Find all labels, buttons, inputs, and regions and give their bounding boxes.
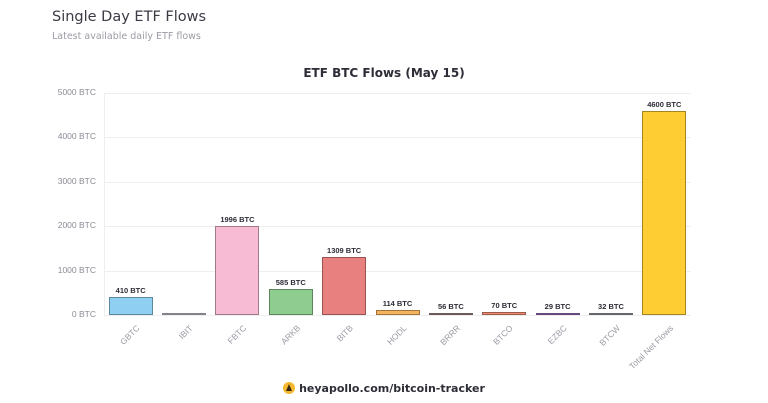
gridline xyxy=(104,226,691,228)
bar-value-label: 56 BTC xyxy=(437,301,464,311)
gridline xyxy=(104,93,691,94)
bar-value-label: 4600 BTC xyxy=(647,99,682,109)
bar-gbtc[interactable] xyxy=(108,296,153,315)
x-tick-label: GBTC xyxy=(117,323,142,347)
bar-ibit[interactable] xyxy=(162,313,207,315)
bar-value-label: 114 BTC xyxy=(382,298,413,308)
header-title: Single Day ETF Flows xyxy=(52,9,207,25)
bar-total-net-flows[interactable] xyxy=(642,110,687,315)
gridline xyxy=(104,137,691,139)
bar-hodl[interactable] xyxy=(375,309,420,315)
header-subtitle: Latest available daily ETF flows xyxy=(52,31,201,42)
x-tick-label: BTCO xyxy=(491,323,515,347)
bar-arkb[interactable] xyxy=(268,289,313,315)
bar-value-label: 70 BTC xyxy=(491,300,518,310)
x-tick-label: IBIT xyxy=(176,323,195,342)
bar-value-label: 585 BTC xyxy=(275,278,306,288)
bar-fbtc[interactable] xyxy=(215,226,260,315)
y-tick-label: 1000 BTC xyxy=(57,264,96,275)
x-tick-label: HODL xyxy=(384,323,409,347)
bar-ezbc[interactable] xyxy=(535,313,580,315)
x-tick-label: EZBC xyxy=(545,323,569,347)
chart-title: ETF BTC Flows (May 15) xyxy=(303,66,465,80)
bar-brrr[interactable] xyxy=(428,312,473,315)
bar-value-label: 410 BTC xyxy=(115,285,146,295)
gridline xyxy=(104,315,691,316)
bar-value-label: 29 BTC xyxy=(544,302,571,311)
x-tick-label: ARKB xyxy=(278,323,302,347)
y-tick-label: 4000 BTC xyxy=(57,131,96,142)
y-axis-line xyxy=(104,93,105,315)
footer-text: heyapollo.com/bitcoin-tracker xyxy=(299,382,485,395)
apollo-logo-icon xyxy=(283,382,296,394)
footer-link[interactable]: heyapollo.com/bitcoin-tracker xyxy=(0,382,768,395)
y-tick-label: 2000 BTC xyxy=(57,220,96,231)
x-tick-label: BTCW xyxy=(597,323,623,348)
bar-value-label: 1309 BTC xyxy=(327,245,362,255)
y-tick-label: 3000 BTC xyxy=(57,175,96,186)
chart-plot-area: 410 BTC 1996 BTC 585 BTC 1309 BTC 114 BTC 56 … xyxy=(104,93,691,316)
bar-btcw[interactable] xyxy=(588,313,633,315)
x-tick-label: FBTC xyxy=(225,323,249,346)
x-tick-label: BRRR xyxy=(437,323,463,348)
y-tick-label: 5000 BTC xyxy=(57,87,96,97)
gridline xyxy=(104,270,691,272)
bar-value-label: 1996 BTC xyxy=(220,215,255,225)
y-tick-label: 0 BTC xyxy=(71,309,96,319)
bar-value-label: 32 BTC xyxy=(598,302,624,311)
bar-btco[interactable] xyxy=(482,311,527,315)
x-tick-label: BITB xyxy=(334,323,356,344)
bar-bitb[interactable] xyxy=(322,256,367,315)
gridline xyxy=(104,181,691,183)
x-tick-label: Total Net Flows xyxy=(627,323,676,372)
